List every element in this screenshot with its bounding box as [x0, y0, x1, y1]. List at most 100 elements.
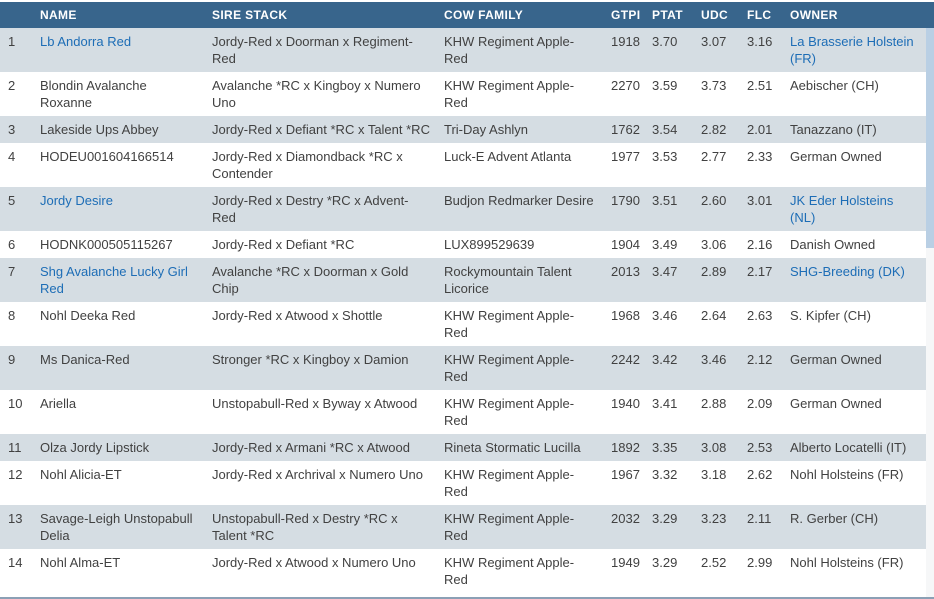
owner-link[interactable]: SHG-Breeding (DK)	[790, 258, 926, 302]
udc-cell: 3.18	[701, 461, 747, 505]
ptat-cell: 3.35	[652, 434, 701, 461]
ptat-cell: 3.59	[652, 72, 701, 116]
flc-cell: 2.99	[747, 549, 790, 593]
sire-stack-cell: Jordy-Red x Armani *RC x Atwood	[212, 434, 444, 461]
udc-cell: 3.73	[701, 72, 747, 116]
gtpi-cell: 2242	[611, 346, 652, 390]
header-extension	[926, 2, 934, 28]
ptat-cell: 3.53	[652, 143, 701, 187]
udc-cell: 3.23	[701, 505, 747, 549]
rank-cell: 3	[0, 116, 40, 143]
sire-stack-cell: Jordy-Red x Defiant *RC	[212, 231, 444, 258]
flc-cell: 2.09	[747, 390, 790, 434]
flc-cell: 2.17	[747, 258, 790, 302]
name-link[interactable]: Jordy Desire	[40, 187, 212, 231]
udc-cell: 3.07	[701, 28, 747, 72]
table-row: 9 Ms Danica-Red Stronger *RC x Kingboy x…	[0, 346, 926, 390]
udc-cell: 2.52	[701, 549, 747, 593]
owner-cell: S. Kipfer (CH)	[790, 302, 926, 346]
owner-link[interactable]: JK Eder Holsteins (NL)	[790, 187, 926, 231]
table-row: 14 Nohl Alma-ET Jordy-Red x Atwood x Num…	[0, 549, 926, 593]
owner-cell: German Owned	[790, 390, 926, 434]
rank-cell: 13	[0, 505, 40, 549]
table-row: 3 Lakeside Ups Abbey Jordy-Red x Defiant…	[0, 116, 926, 143]
column-header-name: NAME	[40, 2, 212, 28]
sire-stack-cell: Avalanche *RC x Kingboy x Numero Uno	[212, 72, 444, 116]
rank-cell: 4	[0, 143, 40, 187]
flc-cell: 2.33	[747, 143, 790, 187]
cow-family-cell: Rockymountain Talent Licorice	[444, 258, 611, 302]
owner-cell: Tanazzano (IT)	[790, 116, 926, 143]
sire-stack-cell: Jordy-Red x Archrival x Numero Uno	[212, 461, 444, 505]
udc-cell: 3.46	[701, 346, 747, 390]
flc-cell: 2.01	[747, 116, 790, 143]
name-link[interactable]: Lb Andorra Red	[40, 28, 212, 72]
owner-cell: German Owned	[790, 346, 926, 390]
sire-stack-cell: Jordy-Red x Atwood x Shottle	[212, 302, 444, 346]
table-row: 1 Lb Andorra Red Jordy-Red x Doorman x R…	[0, 28, 926, 72]
name-cell: Nohl Alicia-ET	[40, 461, 212, 505]
sire-stack-cell: Jordy-Red x Doorman x Regiment-Red	[212, 28, 444, 72]
name-link[interactable]: Shg Avalanche Lucky Girl Red	[40, 258, 212, 302]
cow-family-cell: KHW Regiment Apple-Red	[444, 390, 611, 434]
rank-cell: 8	[0, 302, 40, 346]
owner-cell: Aebischer (CH)	[790, 72, 926, 116]
sire-stack-cell: Unstopabull-Red x Destry *RC x Talent *R…	[212, 505, 444, 549]
cattle-ranking-table: NAME SIRE STACK COW FAMILY GTPI PTAT UDC…	[0, 2, 926, 593]
column-header-cow-family: COW FAMILY	[444, 2, 611, 28]
column-header-sire-stack: SIRE STACK	[212, 2, 444, 28]
gtpi-cell: 1967	[611, 461, 652, 505]
cow-family-cell: Rineta Stormatic Lucilla	[444, 434, 611, 461]
flc-cell: 2.53	[747, 434, 790, 461]
cow-family-cell: Budjon Redmarker Desire	[444, 187, 611, 231]
cow-family-cell: KHW Regiment Apple-Red	[444, 461, 611, 505]
cow-family-cell: KHW Regiment Apple-Red	[444, 346, 611, 390]
ptat-cell: 3.41	[652, 390, 701, 434]
rank-cell: 10	[0, 390, 40, 434]
owner-link[interactable]: La Brasserie Holstein (FR)	[790, 28, 926, 72]
gtpi-cell: 1762	[611, 116, 652, 143]
rank-cell: 9	[0, 346, 40, 390]
table-header-row: NAME SIRE STACK COW FAMILY GTPI PTAT UDC…	[0, 2, 926, 28]
right-strip-top	[926, 28, 934, 248]
ptat-cell: 3.29	[652, 549, 701, 593]
name-cell: Blondin Avalanche Roxanne	[40, 72, 212, 116]
flc-cell: 2.62	[747, 461, 790, 505]
flc-cell: 3.01	[747, 187, 790, 231]
gtpi-cell: 1968	[611, 302, 652, 346]
table-row: 7 Shg Avalanche Lucky Girl Red Avalanche…	[0, 258, 926, 302]
udc-cell: 3.08	[701, 434, 747, 461]
gtpi-cell: 1949	[611, 549, 652, 593]
table-body: 1 Lb Andorra Red Jordy-Red x Doorman x R…	[0, 28, 926, 593]
cow-family-cell: LUX899529639	[444, 231, 611, 258]
bottom-divider	[0, 597, 934, 599]
flc-cell: 2.11	[747, 505, 790, 549]
table-row: 5 Jordy Desire Jordy-Red x Destry *RC x …	[0, 187, 926, 231]
gtpi-cell: 1892	[611, 434, 652, 461]
table-row: 6 HODNK000505115267 Jordy-Red x Defiant …	[0, 231, 926, 258]
column-header-rank	[0, 2, 40, 28]
column-header-owner: OWNER	[790, 2, 926, 28]
udc-cell: 2.64	[701, 302, 747, 346]
column-header-ptat: PTAT	[652, 2, 701, 28]
ptat-cell: 3.49	[652, 231, 701, 258]
name-cell: HODNK000505115267	[40, 231, 212, 258]
owner-cell: Danish Owned	[790, 231, 926, 258]
table-row: 10 Ariella Unstopabull-Red x Byway x Atw…	[0, 390, 926, 434]
ptat-cell: 3.32	[652, 461, 701, 505]
rank-cell: 7	[0, 258, 40, 302]
ptat-cell: 3.47	[652, 258, 701, 302]
right-strip-bottom	[926, 248, 934, 599]
ptat-cell: 3.46	[652, 302, 701, 346]
gtpi-cell: 1918	[611, 28, 652, 72]
ptat-cell: 3.51	[652, 187, 701, 231]
flc-cell: 2.51	[747, 72, 790, 116]
name-cell: Nohl Alma-ET	[40, 549, 212, 593]
cow-family-cell: Tri-Day Ashlyn	[444, 116, 611, 143]
flc-cell: 2.63	[747, 302, 790, 346]
table-row: 13 Savage-Leigh Unstopabull Delia Unstop…	[0, 505, 926, 549]
sire-stack-cell: Unstopabull-Red x Byway x Atwood	[212, 390, 444, 434]
udc-cell: 3.06	[701, 231, 747, 258]
rank-cell: 11	[0, 434, 40, 461]
